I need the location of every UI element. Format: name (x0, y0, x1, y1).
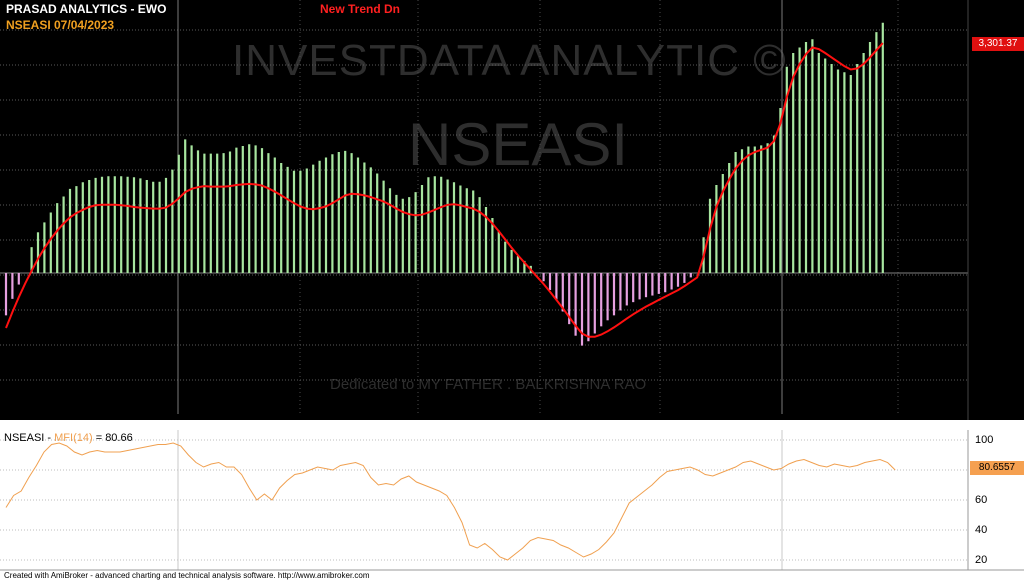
mfi-axis-label-40: 40 (975, 524, 988, 536)
watermark-symbol: NSEASI (408, 111, 629, 178)
mfi-line (5, 442, 896, 561)
last-value-tag: 3,301.37 (972, 37, 1024, 51)
pane-separator[interactable] (0, 420, 1024, 430)
symbol-date-label: NSEASI 07/04/2023 (6, 18, 115, 32)
mfi-last-value-tag: 80.6557 (970, 461, 1024, 475)
mfi-axis-label-60: 60 (975, 494, 988, 506)
indicator-label: NSEASI - MFI(14) = 80.66 (4, 432, 133, 444)
indicator-symbol: NSEASI (4, 432, 45, 444)
watermark-brand: INVESTDATA ANALYTIC © (232, 36, 787, 85)
indicator-pane (0, 430, 1024, 570)
indicator-name: MFI(14) (54, 432, 93, 444)
signal-label: New Trend Dn (320, 2, 401, 16)
ewo-signal-line (5, 42, 884, 338)
chart-title: PRASAD ANALYTICS - EWO (6, 2, 167, 16)
indicator-value: 80.66 (105, 432, 133, 444)
mfi-axis-label-20: 20 (975, 554, 988, 566)
footer-credit: Created with AmiBroker - advanced charti… (4, 571, 370, 580)
mfi-axis-label-100: 100 (975, 434, 994, 446)
